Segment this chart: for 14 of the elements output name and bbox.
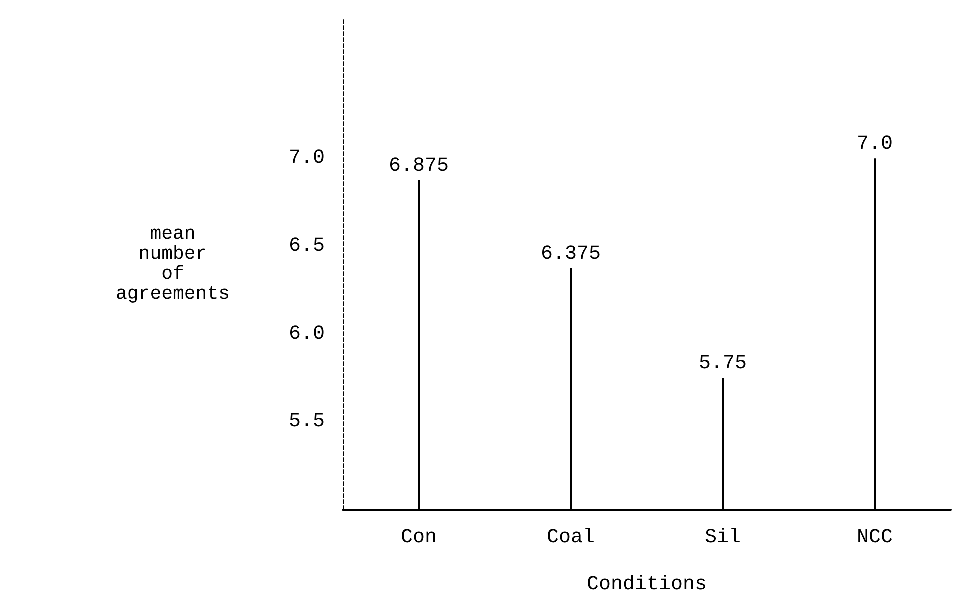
x-tick-label: Con bbox=[400, 526, 438, 550]
x-tick-label: Sil bbox=[704, 526, 742, 550]
x-tick-label: NCC bbox=[856, 526, 894, 550]
x-tick-label: Coal bbox=[546, 526, 596, 550]
data-label: 6.875 bbox=[388, 155, 450, 178]
x-axis-title: Conditions bbox=[586, 574, 708, 596]
data-label: 5.75 bbox=[698, 352, 748, 376]
y-tick-label: 6.5 bbox=[288, 234, 325, 258]
data-label: 6.375 bbox=[540, 242, 602, 266]
y-axis-title: mean number of agreements bbox=[116, 223, 230, 305]
data-label: 7.0 bbox=[856, 133, 894, 156]
y-tick-label: 6.0 bbox=[288, 322, 325, 346]
y-tick-label: 7.0 bbox=[288, 147, 325, 170]
y-tick-label: 5.5 bbox=[288, 410, 325, 434]
